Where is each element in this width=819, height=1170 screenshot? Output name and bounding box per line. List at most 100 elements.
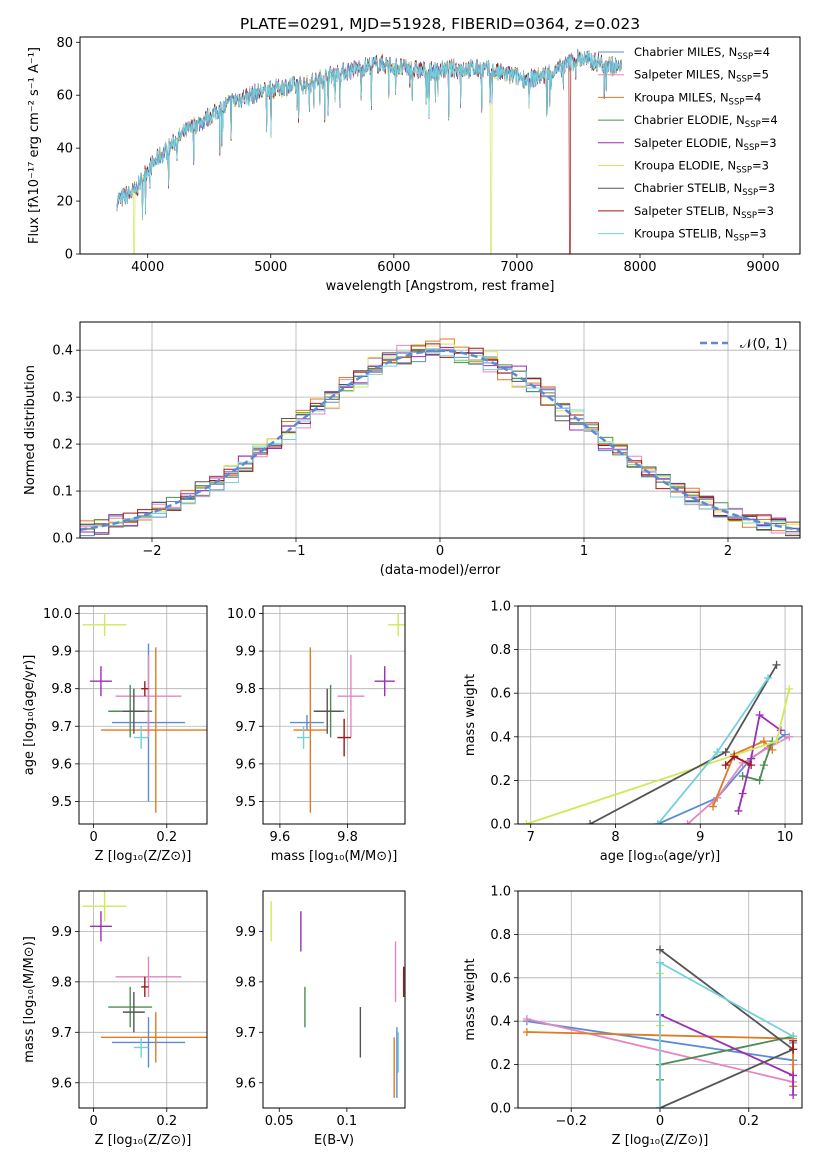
y-axis-label: mass weight: [463, 674, 478, 756]
normal-curve: [80, 349, 800, 532]
y-tick-label: 80: [56, 36, 73, 51]
y-tick-label: 9.7: [51, 1026, 72, 1041]
y-tick-label: 9.7: [51, 720, 72, 735]
y-tick-label: 0.6: [490, 971, 511, 986]
weight-marker: [764, 673, 773, 682]
y-tick-label: 9.6: [51, 757, 72, 772]
weight-marker: [708, 802, 717, 811]
legend-label: Salpeter MILES, NSSP=5: [634, 68, 769, 85]
x-axis-label: wavelength [Angstrom, rest frame]: [326, 279, 555, 294]
plot-area: [82, 613, 207, 813]
weight-marker: [656, 945, 664, 954]
plot-area: [522, 660, 794, 824]
axes-frame: [262, 890, 406, 1109]
y-tick-label: 9.8: [51, 682, 72, 697]
weight-line: [742, 740, 774, 782]
x-axis-label: Z [log₁₀(Z/Z⊙)]: [95, 849, 192, 864]
weight-marker: [586, 820, 595, 824]
legend-label: Chabrier ELODIE, NSSP=4: [634, 113, 778, 130]
x-tick-label: −1: [286, 544, 305, 559]
y-tick-label: 0.3: [52, 391, 73, 406]
weight-marker: [785, 732, 794, 741]
plot-area: [116, 48, 622, 254]
y-tick-label: 9.5: [235, 795, 256, 810]
weight-marker: [738, 789, 747, 798]
plot-area: [522, 945, 798, 1108]
y-tick-label: 60: [56, 89, 73, 104]
age-vs-metallicity-panel: 0 0.2 9.5 9.6 9.7 9.8 9.9 10.0 Z [log₁₀(Z/Z⊙)] ag…: [22, 605, 208, 864]
y-tick-label: 0.4: [490, 1015, 511, 1030]
y-axis-label: mass [log₁₀(M/M⊙)]: [22, 936, 37, 1063]
weight-marker: [789, 1045, 798, 1054]
spectrum-panel: 4000 5000 6000 7000 8000 9000 0 20 40 60 80 wavelen…: [27, 36, 801, 294]
x-tick-label: 10: [777, 830, 794, 845]
y-tick-label: 9.9: [51, 925, 72, 940]
axes-frame: [78, 890, 208, 1109]
y-tick-label: 9.6: [235, 1076, 256, 1091]
weight-marker: [781, 730, 790, 739]
y-tick-label: 0.2: [52, 438, 73, 453]
x-tick-label: −0.2: [555, 1114, 587, 1129]
y-axis-label: Normed distribution: [23, 365, 38, 495]
x-axis-label: Z [log₁₀(Z/Z⊙)]: [95, 1133, 192, 1148]
weight-marker: [738, 772, 747, 781]
x-tick-label: 0: [89, 830, 97, 845]
y-axis-label: age [log₁₀(age/yr)]: [22, 655, 37, 776]
mass-weight-vs-age-panel: 7 8 9 10 0.0 0.2 0.4 0.6 0.8 1.0 age [log₁₀(age/yr…: [463, 600, 803, 864]
weight-marker: [772, 660, 781, 669]
y-tick-label: 0.4: [490, 730, 511, 745]
weight-marker: [759, 737, 768, 746]
weight-marker: [755, 776, 764, 785]
y-tick-label: 9.6: [235, 757, 256, 772]
y-tick-label: 0.6: [490, 687, 511, 702]
x-tick-label: 8000: [623, 260, 656, 275]
weight-marker: [713, 748, 722, 757]
y-tick-label: 10.0: [227, 607, 256, 622]
x-tick-label: 0.1: [337, 1114, 358, 1129]
spectrum-line: [116, 50, 622, 254]
y-tick-label: 9.9: [51, 645, 72, 660]
y-tick-label: 0.1: [52, 485, 73, 500]
x-tick-label: 7000: [500, 260, 533, 275]
legend-label: Kroupa MILES, NSSP=4: [634, 90, 761, 107]
axes-frame: [517, 605, 803, 825]
legend-label: Chabrier STELIB, NSSP=3: [634, 181, 775, 198]
x-axis-label: mass [log₁₀(M/M⊙)]: [271, 849, 398, 864]
weight-marker: [522, 1028, 531, 1037]
weight-marker: [730, 752, 739, 761]
y-tick-label: 0.2: [490, 1058, 511, 1073]
x-tick-label: 0.2: [738, 1114, 759, 1129]
y-tick-label: 9.8: [235, 975, 256, 990]
mass-vs-metallicity-panel: 0 0.2 9.6 9.7 9.8 9.9 Z [log₁₀(Z/Z⊙)] mass [log…: [22, 890, 208, 1148]
x-tick-label: 9000: [747, 260, 780, 275]
weight-marker: [747, 761, 756, 770]
x-tick-label: 0: [89, 1114, 97, 1129]
mass-weight-vs-metallicity-panel: −0.2 0 0.2 0.0 0.2 0.4 0.6 0.8 1.0 Z [log₁₀(Z/Z⊙)…: [463, 885, 803, 1148]
weight-marker: [522, 820, 531, 824]
x-tick-label: 7: [527, 830, 535, 845]
weight-line: [712, 740, 773, 807]
x-tick-label: 5000: [254, 260, 287, 275]
axes-frame: [78, 605, 208, 825]
y-tick-label: 0: [65, 248, 73, 263]
y-tick-label: 0.0: [490, 1102, 511, 1117]
x-tick-label: 9.8: [337, 830, 358, 845]
y-tick-label: 9.7: [235, 720, 256, 735]
weight-marker: [755, 711, 764, 719]
x-tick-label: −2: [142, 544, 161, 559]
y-tick-label: 9.8: [51, 975, 72, 990]
x-tick-label: 4000: [131, 260, 164, 275]
y-tick-label: 9.9: [235, 925, 256, 940]
y-tick-label: 0.0: [52, 532, 73, 547]
weight-marker: [789, 1032, 798, 1041]
age-vs-mass-panel: 9.6 9.8 9.5 9.6 9.7 9.8 9.9 10.0 mass [log₁₀(M/M…: [227, 605, 406, 864]
legend-label: Salpeter STELIB, NSSP=3: [634, 204, 774, 221]
weight-line: [589, 664, 778, 824]
x-tick-label: 6000: [377, 260, 410, 275]
weight-marker: [785, 684, 794, 693]
x-axis-label: (data-model)/error: [380, 563, 501, 578]
x-tick-label: 9: [696, 830, 704, 845]
x-tick-label: 0: [656, 1114, 664, 1129]
y-tick-label: 0.8: [490, 928, 511, 943]
